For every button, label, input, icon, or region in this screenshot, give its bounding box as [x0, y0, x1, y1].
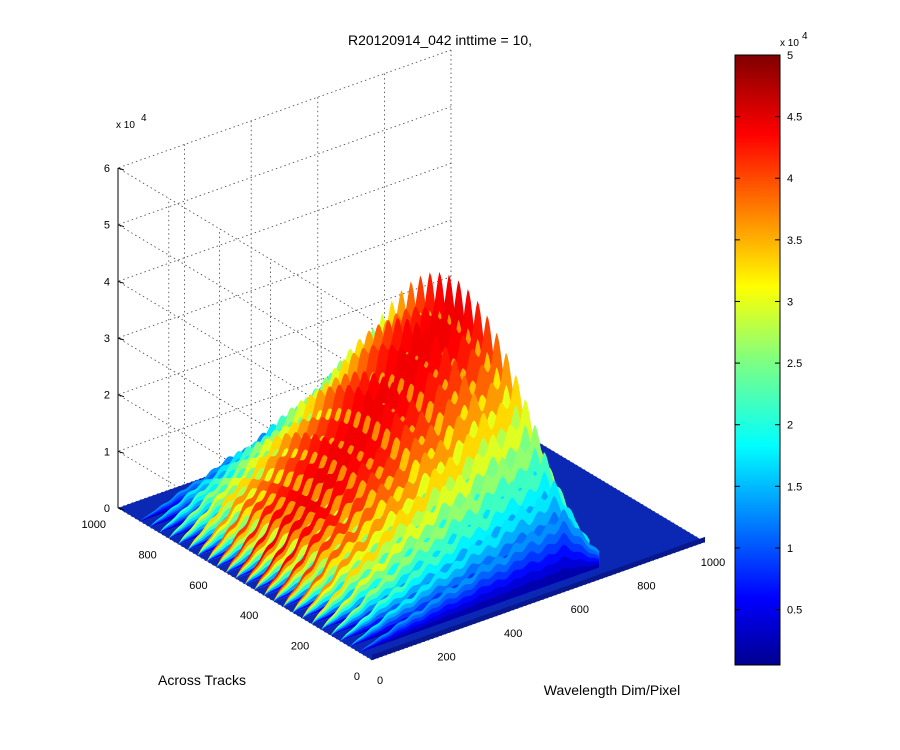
colorbar-ticks: 0.5 1 1.5 2 2.5 3 3.5 4 4.5 5: [735, 50, 802, 617]
colorbar-tick-label: 2.5: [787, 358, 802, 370]
z-tick: [117, 394, 125, 398]
ridge-band: [359, 564, 600, 653]
colorbar-exponent-label: x 10: [780, 38, 799, 49]
z-grid-line: [117, 219, 452, 491]
z-tick-label: 3: [104, 333, 110, 345]
z-tick: [117, 507, 125, 511]
z-grid-line: [117, 49, 452, 321]
colorbar-tick-label: 5: [787, 50, 793, 62]
y-tick-label: 800: [138, 549, 156, 561]
z-axis-exponent: x 10 4: [116, 113, 147, 131]
surface-ridge: [140, 271, 600, 653]
z-tick: [117, 450, 125, 454]
z-exponent-label: x 10: [116, 120, 135, 131]
z-tick: [117, 167, 125, 171]
z-tick-label: 5: [104, 220, 110, 232]
colorbar-tick-label: 3: [787, 296, 793, 308]
y-tick-label: 200: [291, 641, 309, 653]
x-grid-line: [383, 73, 639, 566]
z-exponent-power: 4: [141, 113, 147, 124]
z-tick: [117, 224, 125, 228]
y-tick-label: 400: [240, 610, 258, 622]
z-grid-line: [117, 106, 452, 378]
z-tick-label: 4: [104, 276, 110, 288]
y-axis-label: Across Tracks: [158, 672, 246, 688]
z-tick-label: 2: [104, 390, 110, 402]
y-tick-label: 0: [354, 671, 360, 683]
x-tick-label: 600: [571, 604, 589, 616]
colorbar-tick-label: 4: [787, 173, 793, 185]
z-tick: [117, 280, 125, 284]
x-grid-line: [317, 97, 573, 590]
z-grid-line: [117, 276, 452, 548]
chart-title: R20120914_042 inttime = 10,: [348, 32, 532, 48]
x-grid-line: [184, 144, 439, 637]
y-tick-label: 1000: [82, 519, 106, 531]
y-tick-label: 600: [189, 580, 207, 592]
x-grid-line: [450, 50, 706, 543]
x-axis-label: Wavelength Dim/Pixel: [544, 682, 680, 698]
x-grid-line: [250, 120, 506, 614]
z-tick-label: 6: [104, 163, 110, 175]
colorbar: 0.5 1 1.5 2 2.5 3 3.5 4 4.5 5 x 10 4: [734, 31, 808, 666]
colorbar-tick-label: 0.5: [787, 605, 802, 617]
colorbar-exponent-power: 4: [802, 31, 808, 42]
x-tick-label: 0: [377, 675, 383, 687]
x-tick-label: 800: [637, 581, 655, 593]
axes: 0 1 2 3 4 5 6 0 200 400 600 800 1000 0 200 400 600 800 100…: [82, 163, 726, 687]
x-tick-label: 400: [504, 628, 522, 640]
colorbar-tick-label: 1: [787, 543, 793, 555]
z-grid-line: [117, 162, 452, 434]
colorbar-tick-label: 4.5: [787, 112, 802, 124]
colorbar-tick-label: 1.5: [787, 481, 802, 493]
x-tick-label: 200: [437, 651, 455, 663]
z-tick: [117, 337, 125, 341]
z-tick-label: 1: [104, 446, 110, 458]
colorbar-tick-label: 2: [787, 420, 793, 432]
colorbar-gradient: [734, 54, 781, 666]
x-tick-label: 1000: [701, 557, 725, 569]
surface-floor-edge: [372, 536, 705, 660]
z-tick-label: 0: [104, 503, 110, 515]
colorbar-tick-label: 3.5: [787, 235, 802, 247]
